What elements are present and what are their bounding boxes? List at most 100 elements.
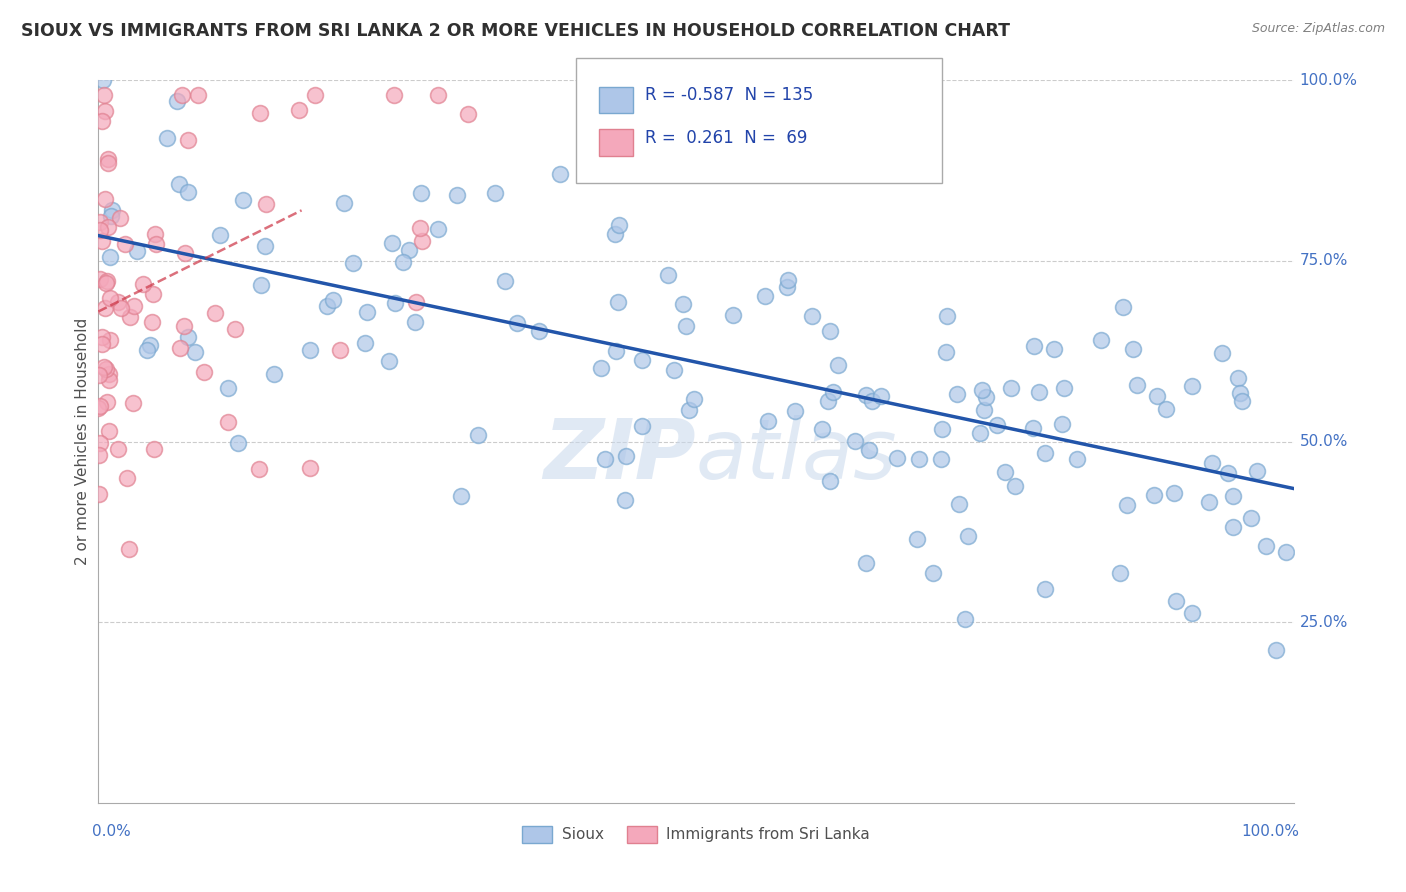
Point [1222,489,1244,503]
Point [1232,393,1254,408]
Point [226,436,249,450]
Point [631,418,654,433]
Point [329,343,352,357]
Point [446,187,468,202]
Point [591,361,613,376]
Point [287,103,309,117]
Point [132,277,155,291]
Point [209,227,232,242]
Point [818,324,841,338]
Text: R = -0.587  N = 135: R = -0.587 N = 135 [645,87,814,104]
Point [384,87,406,102]
Point [250,278,273,293]
Point [231,193,253,207]
Point [411,234,433,248]
Point [548,167,571,181]
Point [1004,479,1026,493]
Legend: Sioux, Immigrants from Sri Lanka: Sioux, Immigrants from Sri Lanka [516,820,876,849]
Point [986,417,1008,432]
Point [89,223,111,237]
Point [125,244,148,259]
Point [91,73,114,87]
Point [1033,446,1056,460]
Point [1122,342,1144,356]
Point [1000,380,1022,394]
Point [1166,594,1188,608]
Point [1143,488,1166,502]
Point [935,344,957,359]
Point [1275,545,1298,559]
Point [98,250,121,264]
Point [1042,342,1064,356]
Point [177,330,200,344]
Point [404,315,426,329]
Point [93,359,115,374]
Point [1198,495,1220,509]
Point [616,449,638,463]
Point [450,490,472,504]
Point [606,295,628,310]
Point [101,202,124,217]
Point [249,106,271,120]
Point [785,403,807,417]
Point [97,156,120,170]
Point [427,87,450,102]
Point [682,392,704,406]
Point [89,215,111,229]
Point [384,295,406,310]
Text: 100.0%: 100.0% [1299,73,1358,87]
Point [675,318,697,333]
Point [263,368,285,382]
Point [247,461,270,475]
Point [166,95,188,109]
Point [378,354,401,368]
Point [114,236,136,251]
Point [1222,520,1244,534]
Point [817,394,839,409]
Point [605,344,627,359]
Text: ZIP: ZIP [543,416,696,497]
Point [98,333,121,347]
Point [905,532,928,546]
Point [173,319,195,334]
Point [844,434,866,449]
Point [1240,511,1263,525]
Point [973,403,995,417]
Point [855,556,877,570]
Point [93,301,115,316]
Point [776,280,799,294]
Point [1181,606,1204,620]
Point [87,401,110,415]
Point [593,452,616,467]
Point [381,236,404,251]
Text: 25.0%: 25.0% [1299,615,1348,630]
Point [94,192,117,206]
Text: Source: ZipAtlas.com: Source: ZipAtlas.com [1251,22,1385,36]
Point [1109,566,1132,581]
Point [156,131,179,145]
Point [758,414,780,428]
Point [122,396,145,410]
Point [118,541,141,556]
Text: R =  0.261  N =  69: R = 0.261 N = 69 [645,129,807,147]
Point [426,222,449,236]
Point [855,387,877,401]
Point [970,383,993,397]
Point [1180,378,1202,392]
Point [1218,466,1240,480]
Point [800,310,823,324]
Point [405,294,427,309]
Point [1256,539,1278,553]
Text: 75.0%: 75.0% [1299,253,1348,268]
Point [187,87,209,102]
Point [929,451,952,466]
Point [1115,499,1137,513]
Point [1146,389,1168,403]
Point [177,133,200,147]
Point [976,391,998,405]
Point [613,493,636,508]
Point [1246,464,1268,478]
Text: atlas: atlas [696,416,897,497]
Point [96,274,118,288]
Point [506,316,529,330]
